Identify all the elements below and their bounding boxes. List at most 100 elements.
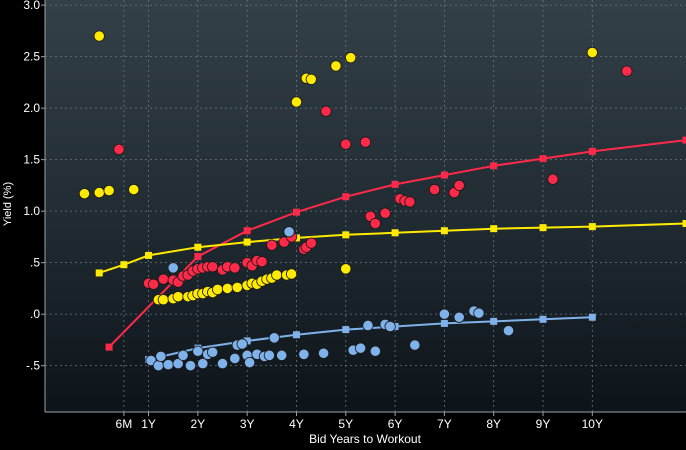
bond-point xyxy=(177,349,189,361)
bond-point xyxy=(103,184,115,197)
curve-marker xyxy=(243,238,251,246)
curve-marker xyxy=(539,224,547,232)
y-tick-label: .5 xyxy=(30,256,40,270)
bond-point xyxy=(229,352,241,365)
bond-point xyxy=(305,237,317,249)
bond-point xyxy=(157,273,169,285)
bond-point xyxy=(317,347,330,359)
curve-marker xyxy=(588,147,596,155)
bond-point xyxy=(244,356,256,369)
bond-point xyxy=(453,311,465,323)
curve-marker xyxy=(342,326,350,334)
curve-marker xyxy=(243,337,251,345)
bond-point xyxy=(155,350,167,362)
bond-point xyxy=(216,357,229,370)
bond-point xyxy=(256,256,268,268)
curve-marker xyxy=(588,223,596,231)
bond-point xyxy=(298,348,310,360)
bond-point xyxy=(231,281,243,293)
axis-ticks: 3.0 2.5 2.0 1.5 1.0 .5 .0 -.5 6M 1Y 2Y 3Y 4Y 5Y 6Y 7Y 8Y… xyxy=(23,0,603,431)
curve-marker xyxy=(105,343,113,351)
x-tick-label: 9Y xyxy=(536,417,551,431)
curve-marker xyxy=(440,319,448,327)
bond-point xyxy=(379,207,391,219)
curve-marker xyxy=(292,331,300,339)
curve-marker xyxy=(194,252,202,260)
bond-point xyxy=(157,294,169,306)
bond-point xyxy=(359,136,372,148)
curve-marker xyxy=(391,229,399,237)
x-tick-label: 6M xyxy=(116,417,133,431)
x-tick-label: 2Y xyxy=(191,417,206,431)
x-tick-label: 10Y xyxy=(582,417,603,431)
bond-point xyxy=(330,60,342,72)
bond-point xyxy=(162,359,174,371)
curve-marker xyxy=(243,227,251,235)
bond-point xyxy=(586,46,598,59)
bond-point xyxy=(283,226,295,238)
y-tick-label: 1.5 xyxy=(23,153,40,167)
bond-point xyxy=(276,349,288,361)
bond-point xyxy=(404,196,416,208)
bond-point xyxy=(285,268,298,280)
y-axis-title: Yield (%) xyxy=(2,182,14,226)
curve-marker xyxy=(539,155,547,163)
bond-point xyxy=(207,261,219,273)
bond-point xyxy=(207,346,219,358)
bond-point xyxy=(236,338,248,350)
bond-point xyxy=(290,96,303,108)
bond-point xyxy=(211,283,224,296)
bond-point xyxy=(384,320,396,333)
bond-point xyxy=(369,217,381,230)
bond-point xyxy=(128,183,140,196)
bond-point xyxy=(453,179,465,191)
curve-marker xyxy=(120,261,128,269)
bond-point xyxy=(197,357,209,370)
curve-marker xyxy=(588,313,596,321)
bond-point xyxy=(362,319,374,332)
curve-marker xyxy=(145,251,153,259)
bond-point xyxy=(229,262,241,274)
bond-point xyxy=(93,187,105,199)
bond-point xyxy=(271,269,283,281)
bond-point xyxy=(340,138,352,150)
bond-point xyxy=(354,342,367,354)
curve-marker xyxy=(539,315,547,323)
bond-point xyxy=(320,105,332,117)
bond-point xyxy=(93,30,105,42)
y-tick-label: 1.0 xyxy=(23,204,40,218)
bond-point xyxy=(147,278,160,290)
y-tick-label: .0 xyxy=(30,307,40,321)
bond-point xyxy=(473,307,485,319)
y-tick-label: -.5 xyxy=(26,359,40,373)
bond-point xyxy=(502,325,515,337)
x-tick-label: 6Y xyxy=(388,417,403,431)
x-tick-label: 3Y xyxy=(240,417,255,431)
curve-marker xyxy=(490,317,498,325)
curve-marker xyxy=(440,227,448,235)
y-tick-label: 2.5 xyxy=(23,50,40,64)
x-tick-label: 4Y xyxy=(289,417,304,431)
bond-point xyxy=(547,173,559,185)
curve-marker xyxy=(95,269,103,277)
bond-point xyxy=(113,143,125,155)
bond-point xyxy=(369,345,381,357)
bond-point xyxy=(621,65,633,77)
curve-marker xyxy=(342,231,350,239)
bond-point xyxy=(184,360,197,372)
y-tick-label: 3.0 xyxy=(23,0,40,12)
bond-point xyxy=(438,308,450,320)
bond-point xyxy=(78,188,91,200)
y-tick-label: 2.0 xyxy=(23,101,40,115)
bond-point xyxy=(172,291,184,303)
curve-marker xyxy=(440,171,448,179)
plot-area xyxy=(45,0,686,412)
bond-point xyxy=(221,282,234,294)
curve-marker xyxy=(682,136,686,144)
bond-point xyxy=(192,345,204,357)
x-tick-label: 1Y xyxy=(141,417,156,431)
bond-point xyxy=(152,360,165,372)
bond-point xyxy=(340,263,352,275)
bond-point xyxy=(409,339,421,351)
